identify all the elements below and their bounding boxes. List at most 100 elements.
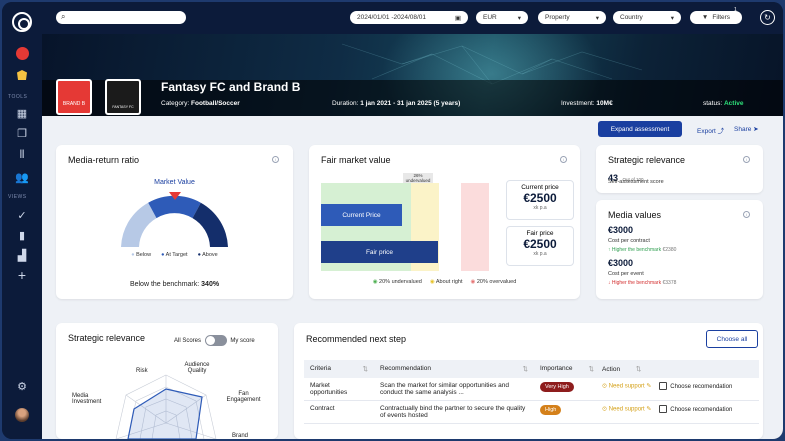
legend-below: ● Below <box>131 252 152 258</box>
column-action[interactable]: Action ⇅ <box>596 360 759 378</box>
legend-undervalued: ◉ 20% undervalued <box>372 279 422 285</box>
country-value: Country <box>620 14 643 21</box>
column-recommendation[interactable]: Recommendation ⇅ <box>374 360 534 378</box>
currency-value: EUR <box>483 14 497 21</box>
scores-toggle[interactable]: All Scores My score <box>174 335 255 346</box>
gauge-segment-at-target <box>148 195 201 219</box>
filters-label: Filters <box>712 14 731 21</box>
importance-cell: High <box>534 400 596 424</box>
check-badge-icon[interactable]: ✓ <box>17 209 27 222</box>
sidebar: TOOLS ▦ ❐ ⦀ 👥 VIEWS ✓ ▮ ▟ + ⚙ <box>2 2 42 439</box>
export-button[interactable]: Export ⤴ <box>697 128 725 135</box>
column-criteria[interactable]: Criteria ⇅ <box>304 360 374 378</box>
search-icon: ⌕ <box>61 12 66 21</box>
fair-market-card: Fair market value i 26% undervalued Curre… <box>309 145 580 299</box>
card-title: Media values <box>608 210 662 220</box>
top-bar: ⌕ 2024/01/01 -2024/08/01 ▣ EUR ▾ Propert… <box>42 2 783 34</box>
undervalued-marker: 26% undervalued <box>403 173 433 183</box>
radar-axis-risk: Risk <box>136 368 148 374</box>
gauge-legend: ● Below ● At Target ● Above <box>56 252 293 258</box>
overvalued-zone <box>461 183 489 271</box>
club-avatar[interactable] <box>13 66 31 84</box>
gauge-segment-below <box>121 202 157 247</box>
card-title: Media-return ratio <box>68 155 140 165</box>
app-logo[interactable] <box>12 12 32 32</box>
property-select[interactable]: Property ▾ <box>538 11 606 24</box>
expand-assessment-button[interactable]: Expand assessment <box>598 121 682 137</box>
cost-per-contract-label: Cost per contract <box>608 238 650 244</box>
tools-section-label: TOOLS <box>8 94 28 100</box>
legend-about-right: ◉ About right <box>429 279 463 285</box>
need-support-status[interactable]: ⊙ Need support ✎ <box>602 406 652 413</box>
media-values-card: Media values i €3000 Cost per contract ↑… <box>596 200 763 299</box>
criteria-cell: Market opportunities <box>304 378 374 401</box>
action-cell: ⊙ Need support ✎ Choose recomendation <box>596 400 759 424</box>
radar-axis-fan: Fan Engagement <box>226 391 261 403</box>
choose-all-button[interactable]: Choose all <box>706 330 758 348</box>
copy-icon[interactable]: ❐ <box>17 127 27 140</box>
criteria-cell: Contract <box>304 400 374 424</box>
dashboard-icon[interactable]: ▦ <box>16 107 28 120</box>
radar-axis-audience: Audience Quality <box>184 362 210 374</box>
info-icon[interactable]: i <box>743 211 750 218</box>
need-support-status[interactable]: ⊙ Need support ✎ <box>602 383 652 390</box>
club-logo: FANTASY FC <box>105 79 141 115</box>
bookmark-icon[interactable]: ▮ <box>18 229 26 242</box>
chevron-down-icon: ▾ <box>517 14 521 22</box>
refresh-icon[interactable]: ↻ <box>760 10 775 25</box>
strategic-score: 43 Out of 100 <box>608 173 644 183</box>
filters-button[interactable]: ▼ Filters <box>690 11 742 24</box>
strategic-radar-card: Strategic relevance All Scores My score … <box>56 323 278 439</box>
action-cell: ⊙ Need support ✎ Choose recomendation <box>596 378 759 401</box>
legend-at-target: ● At Target <box>161 252 188 258</box>
choose-recommendation-checkbox[interactable]: Choose recomendation <box>659 405 732 413</box>
importance-badge: High <box>540 405 562 415</box>
filter-icon: ▼ <box>701 14 709 21</box>
date-range-picker[interactable]: 2024/01/01 -2024/08/01 ▣ <box>350 11 468 24</box>
column-importance[interactable]: Importance ⇅ <box>534 360 596 378</box>
card-title: Fair market value <box>321 155 391 165</box>
duration-info: Duration: 1 jan 2021 - 31 jan 2025 (5 ye… <box>332 100 461 107</box>
share-button[interactable]: Share ➤ <box>734 126 759 133</box>
bar-chart-icon[interactable]: ▟ <box>17 249 27 262</box>
strategic-score-sub: Self-assessment score <box>608 179 664 185</box>
status-badge: Active <box>723 100 744 107</box>
columns-icon[interactable]: ⦀ <box>19 148 25 161</box>
fair-price-bar: Fair price <box>321 241 438 263</box>
brand-avatar[interactable] <box>13 44 31 62</box>
chevron-down-icon: ▾ <box>670 14 674 22</box>
cost-per-event-label: Cost per event <box>608 271 644 277</box>
search-input[interactable]: ⌕ <box>56 11 186 24</box>
partnership-title: Fantasy FC and Brand B <box>161 80 301 94</box>
legend-above: ● Above <box>197 252 218 258</box>
country-select[interactable]: Country ▾ <box>613 11 681 24</box>
cost-per-event-note: ↓ Higher the benchmark €3378 <box>608 280 677 286</box>
radar-axis-media: Media Investment <box>72 393 102 405</box>
info-icon[interactable]: i <box>560 156 567 163</box>
radar-axis-brand: Brand <box>232 433 249 439</box>
importance-badge: Very High <box>540 382 574 392</box>
current-price-box: Current price €2500 xk p.a <box>506 180 574 220</box>
property-value: Property <box>545 14 570 21</box>
settings-icon[interactable]: ⚙ <box>17 380 27 393</box>
filters-count-badge: 1 <box>734 7 737 13</box>
table-row: Market opportunities Scan the market for… <box>304 378 759 401</box>
date-range-value: 2024/01/01 -2024/08/01 <box>357 14 427 21</box>
info-icon[interactable]: i <box>743 156 750 163</box>
currency-select[interactable]: EUR ▾ <box>476 11 528 24</box>
choose-recommendation-checkbox[interactable]: Choose recomendation <box>659 382 732 390</box>
cost-per-contract-value: €3000 <box>608 225 634 235</box>
cost-per-contract-note: ↑ Higher the benchmark €2380 <box>608 247 677 253</box>
users-icon[interactable]: 👥 <box>15 171 29 184</box>
views-section-label: VIEWS <box>8 194 27 200</box>
info-icon[interactable]: i <box>272 156 279 163</box>
importance-cell: Very High <box>534 378 596 401</box>
table-row: Contract Contractually bind the partner … <box>304 400 759 424</box>
add-icon[interactable]: + <box>17 267 27 283</box>
recommendation-cell: Contractually bind the partner to secure… <box>374 400 534 424</box>
user-avatar[interactable] <box>13 406 31 424</box>
category-info: Category: Football/Soccer <box>161 100 240 107</box>
radar-chart <box>115 374 217 439</box>
benchmark-summary: Below the benchmark: 340% <box>129 281 220 288</box>
